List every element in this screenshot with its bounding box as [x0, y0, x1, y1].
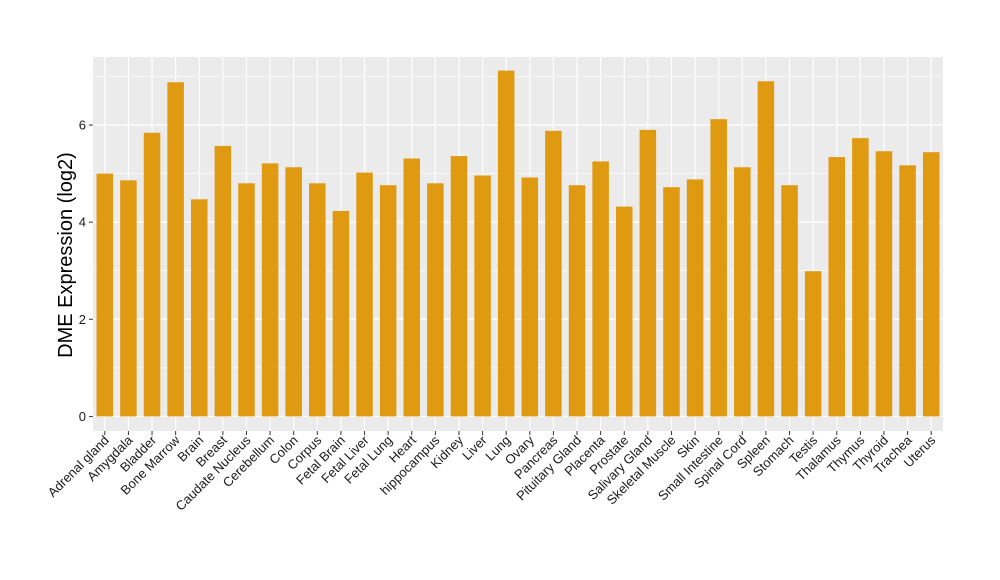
bar: [875, 151, 893, 417]
bar: [356, 172, 373, 417]
bar: [828, 157, 846, 417]
bar: [592, 161, 609, 417]
bar: [615, 206, 633, 417]
bar: [521, 177, 539, 417]
grid-minor: [93, 76, 943, 369]
bar: [190, 199, 208, 417]
bar: [120, 180, 137, 417]
bar: [167, 82, 184, 417]
bar: [663, 187, 680, 417]
bar: [450, 156, 468, 417]
bar: [757, 81, 775, 417]
bar: [474, 175, 491, 417]
bar: [781, 185, 798, 417]
bar: [804, 271, 822, 417]
bar: [852, 138, 869, 417]
plot-panel: [93, 57, 943, 431]
bars: [96, 70, 940, 417]
y-axis-title: DME Expression (log2): [55, 152, 77, 358]
bar: [710, 119, 727, 417]
bar: [379, 185, 397, 417]
bar: [497, 70, 515, 417]
bar: [261, 163, 279, 417]
bar: [143, 132, 161, 417]
bar: [238, 183, 255, 417]
bar: [639, 129, 657, 417]
x-tick-label: Liver: [459, 432, 490, 463]
y-axis: 0 2 4 6: [79, 118, 93, 424]
bar: [332, 210, 350, 417]
bar: [96, 173, 114, 417]
bar: [734, 167, 751, 417]
bar: [899, 165, 916, 417]
bar: [214, 145, 232, 417]
bar: [545, 130, 562, 417]
y-tick-label: 0: [79, 409, 86, 424]
bar: [427, 183, 444, 417]
y-tick-label: 6: [79, 118, 86, 133]
y-tick-label: 4: [79, 215, 86, 230]
y-tick-label: 2: [79, 312, 86, 327]
bar: [686, 179, 704, 417]
bar: [285, 167, 302, 417]
bar: [568, 185, 586, 417]
bar: [403, 158, 421, 417]
bar: [309, 183, 326, 417]
bar: [922, 152, 940, 417]
